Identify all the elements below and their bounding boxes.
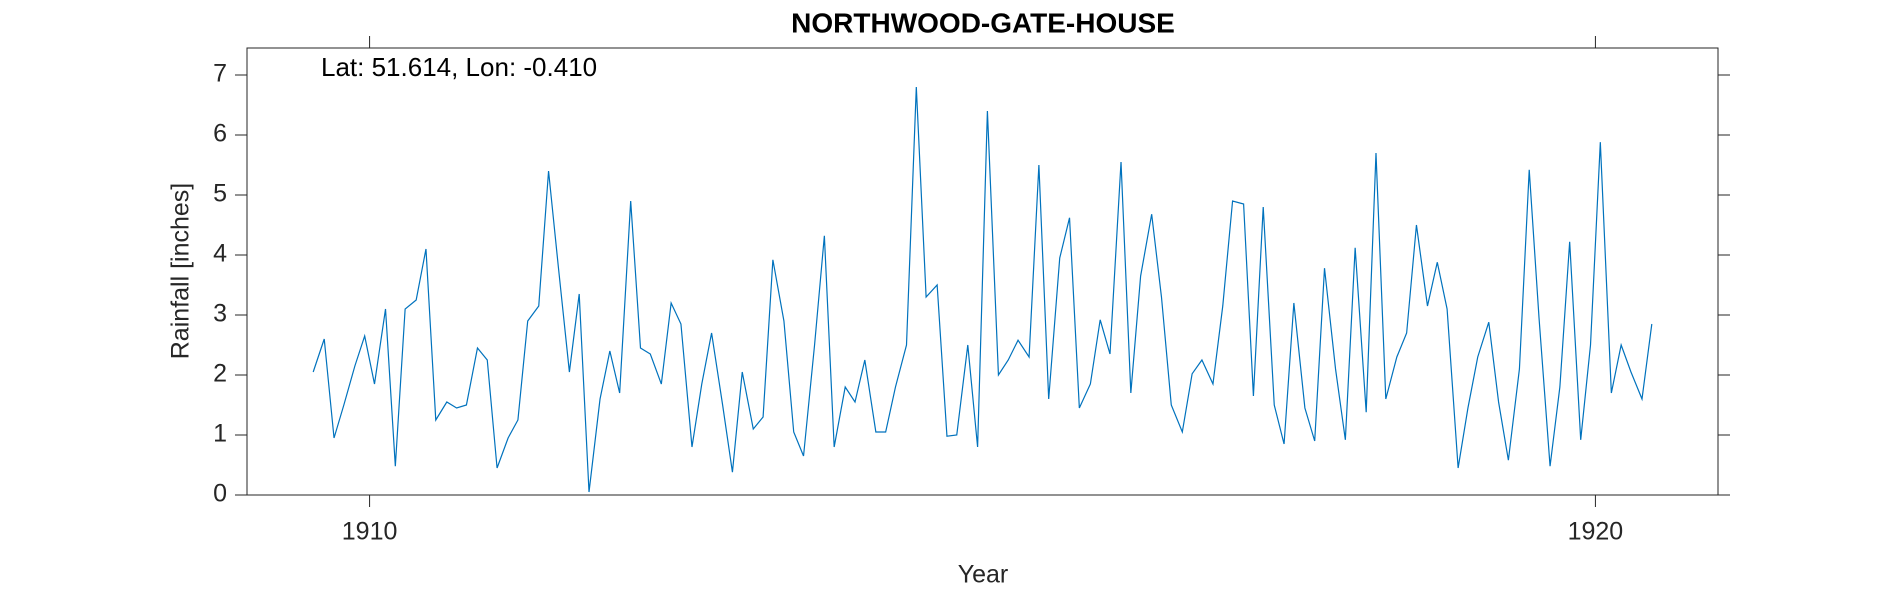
x-tick-label: 1910 — [342, 518, 398, 546]
line — [312, 86, 1653, 493]
y-tick-label: 5 — [213, 180, 227, 208]
y-tick-label: 3 — [213, 300, 227, 328]
annotation: Lat: 51.614, Lon: -0.410 — [321, 52, 597, 82]
y-tick-label: 7 — [213, 60, 227, 88]
axes-box — [246, 47, 1719, 496]
chart-title: NORTHWOOD-GATE-HOUSE — [791, 7, 1175, 38]
x-tick-label: 1920 — [1568, 518, 1624, 546]
y-tick-label: 2 — [213, 360, 227, 388]
y-tick-label: 4 — [213, 240, 227, 268]
y-tick-label: 0 — [213, 480, 227, 508]
y-axis-label: Rainfall [inches] — [167, 183, 195, 359]
y-tick-label: 1 — [213, 420, 227, 448]
x-axis-label: Year — [958, 561, 1009, 589]
y-tick-label: 6 — [213, 120, 227, 148]
